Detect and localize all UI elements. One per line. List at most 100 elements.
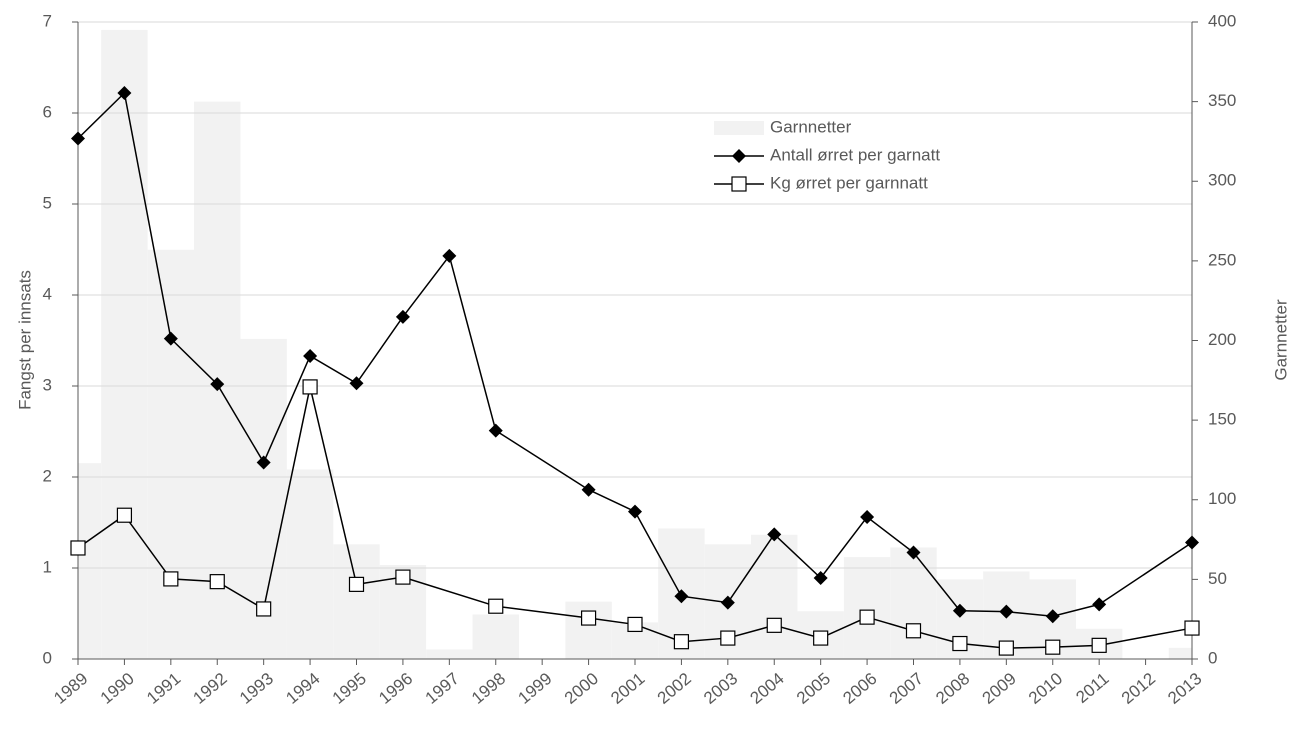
marker: [767, 527, 782, 542]
x-tick-label: 2006: [839, 669, 880, 708]
y2-tick-label: 0: [1208, 648, 1217, 667]
bar: [565, 601, 612, 659]
marker: [732, 149, 746, 163]
x-tick-label: 1992: [190, 669, 231, 708]
marker: [348, 576, 365, 592]
y-tick-label: 7: [43, 11, 52, 30]
x-tick-label: 2011: [1072, 669, 1112, 707]
marker: [859, 609, 875, 625]
x-tick-label: 1996: [375, 669, 416, 708]
marker: [1185, 535, 1199, 550]
y2-tick-label: 50: [1208, 569, 1227, 588]
bar: [472, 614, 519, 659]
marker: [720, 630, 736, 646]
x-tick-label: 1997: [422, 669, 463, 708]
x-tick-label: 1991: [143, 669, 184, 708]
marker: [256, 455, 271, 470]
marker: [952, 603, 967, 618]
y-tick-label: 6: [43, 102, 52, 121]
marker: [256, 601, 272, 617]
x-tick-label: 2002: [654, 669, 695, 708]
x-tick-label: 1999: [514, 669, 555, 708]
marker: [210, 377, 225, 392]
bar: [843, 557, 891, 659]
marker: [395, 309, 410, 324]
x-tick-label: 1990: [97, 669, 138, 708]
marker: [813, 630, 829, 646]
marker: [303, 348, 318, 363]
marker: [163, 331, 178, 346]
x-tick-label: 1989: [50, 669, 91, 708]
y2-tick-label: 300: [1208, 171, 1236, 190]
legend-label: Kg ørret per garnnatt: [770, 173, 928, 192]
x-tick-label: 2010: [1025, 669, 1066, 708]
x-tick-label: 2004: [747, 669, 788, 708]
y2-tick-label: 150: [1208, 410, 1236, 429]
y-tick-label: 3: [43, 375, 52, 394]
bar: [101, 29, 148, 659]
marker: [580, 610, 597, 626]
marker: [905, 623, 922, 639]
x-tick-label: 2013: [1164, 669, 1205, 708]
marker: [302, 379, 318, 395]
marker: [395, 569, 411, 585]
gap-connector: [495, 605, 589, 619]
x-tick-label: 2005: [793, 669, 834, 708]
x-tick-label: 2000: [561, 669, 602, 708]
x-tick-label: 1995: [329, 669, 370, 708]
y-axis-label: Fangst per innsats: [15, 270, 34, 410]
marker: [999, 604, 1014, 619]
marker: [488, 423, 503, 438]
marker: [766, 617, 782, 633]
marker: [1184, 620, 1200, 636]
marker: [1091, 637, 1107, 653]
marker: [860, 510, 875, 525]
legend-swatch: [714, 121, 764, 135]
y2-tick-label: 250: [1208, 250, 1236, 269]
gap-connector: [1099, 627, 1193, 647]
y2-tick-label: 100: [1208, 489, 1236, 508]
bar: [78, 463, 102, 659]
marker: [731, 176, 747, 192]
y-tick-label: 0: [43, 648, 52, 667]
marker: [998, 640, 1014, 656]
bar: [333, 544, 380, 659]
marker: [952, 635, 968, 652]
x-tick-label: 2001: [607, 669, 648, 708]
marker: [674, 589, 689, 604]
bar: [286, 469, 334, 659]
x-tick-label: 2008: [932, 669, 973, 708]
marker: [1045, 609, 1060, 624]
x-tick-label: 1994: [282, 669, 323, 708]
y-tick-label: 4: [43, 284, 52, 303]
y-tick-label: 2: [43, 466, 52, 485]
gap-connector: [1098, 541, 1193, 606]
marker: [813, 571, 828, 586]
marker: [163, 571, 179, 587]
bar: [890, 547, 937, 659]
marker: [1092, 597, 1107, 612]
marker: [209, 574, 225, 590]
y2-tick-label: 350: [1208, 91, 1236, 110]
x-tick-label: 2012: [1118, 669, 1159, 708]
gap-connector: [495, 429, 589, 491]
marker: [581, 482, 596, 497]
marker: [349, 376, 364, 391]
marker: [116, 507, 133, 523]
bar: [147, 249, 195, 659]
marker: [70, 540, 86, 556]
x-tick-label: 1993: [236, 669, 277, 708]
marker: [71, 131, 85, 146]
legend-label: Antall ørret per garnatt: [770, 145, 940, 164]
bar: [751, 534, 798, 659]
y2-axis-label: Garnnetter: [1271, 299, 1290, 381]
marker: [906, 545, 921, 560]
marker: [673, 634, 690, 650]
y2-tick-label: 200: [1208, 330, 1236, 349]
x-tick-label: 2007: [886, 669, 927, 708]
x-tick-label: 2003: [700, 669, 741, 708]
bar: [1168, 647, 1192, 659]
marker: [488, 598, 504, 614]
y-tick-label: 5: [43, 193, 52, 212]
